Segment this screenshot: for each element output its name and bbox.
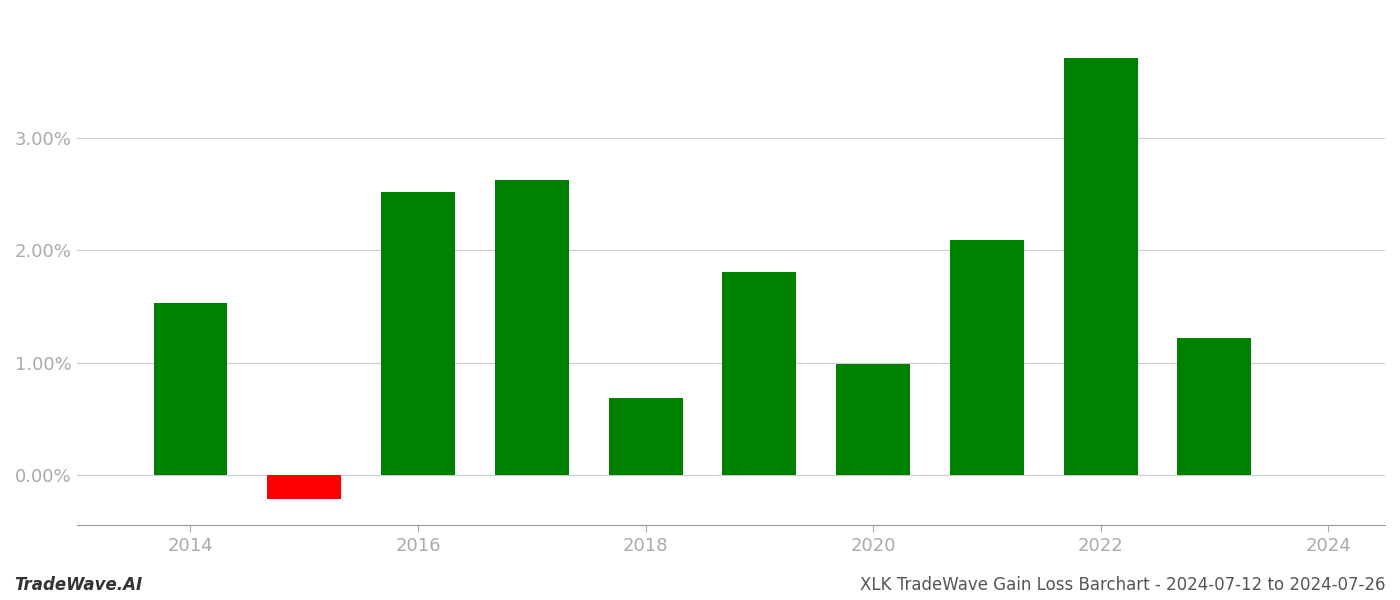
Bar <box>609 398 683 475</box>
Bar <box>494 180 568 475</box>
Text: TradeWave.AI: TradeWave.AI <box>14 576 143 594</box>
Bar <box>1177 338 1252 475</box>
Bar <box>949 241 1023 475</box>
Text: XLK TradeWave Gain Loss Barchart - 2024-07-12 to 2024-07-26: XLK TradeWave Gain Loss Barchart - 2024-… <box>861 576 1386 594</box>
Bar <box>381 192 455 475</box>
Bar <box>1064 58 1138 475</box>
Bar <box>154 303 227 475</box>
Bar <box>267 475 342 499</box>
Bar <box>722 272 797 475</box>
Bar <box>836 364 910 475</box>
